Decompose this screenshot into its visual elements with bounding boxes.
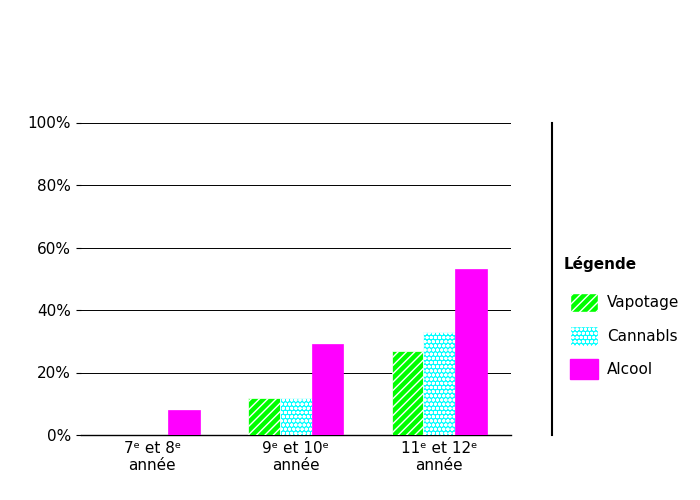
Text: et la santé des élèves de l’Ontario, 2021: et la santé des élèves de l’Ontario, 202… bbox=[111, 74, 589, 94]
Bar bbox=[312, 344, 343, 435]
Legend: Vapotage, Cannabls, Alcool: Vapotage, Cannabls, Alcool bbox=[564, 286, 685, 385]
Text: Légende: Légende bbox=[563, 256, 636, 272]
Bar bbox=[168, 410, 200, 435]
Bar bbox=[455, 270, 486, 435]
Text: Sondage sur la consommation de drogues: Sondage sur la consommation de drogues bbox=[102, 28, 598, 48]
Bar bbox=[280, 398, 312, 435]
Bar bbox=[392, 350, 424, 435]
Bar bbox=[248, 398, 280, 435]
Bar bbox=[424, 332, 455, 435]
